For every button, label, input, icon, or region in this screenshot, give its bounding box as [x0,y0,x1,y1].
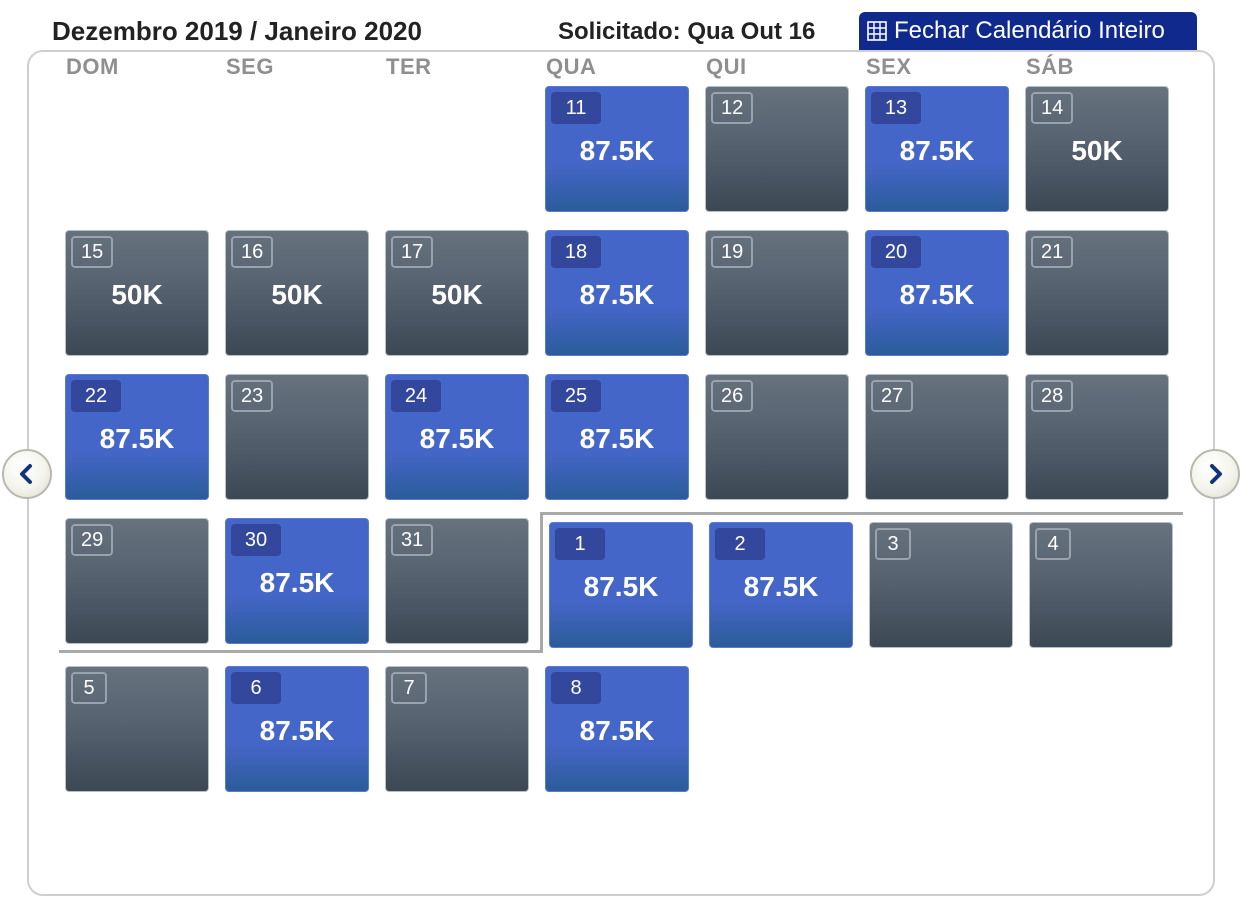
day-number: 8 [551,672,601,704]
calendar-day-cell[interactable]: 12 [705,86,849,212]
calendar-day-cell[interactable]: 23 [225,374,369,500]
close-full-calendar-label: Fechar Calendário Inteiro [894,17,1165,44]
calendar-day-cell[interactable]: 24 87.5K [385,374,529,500]
calendar-day-cell[interactable]: 22 87.5K [65,374,209,500]
grid-icon [867,21,887,41]
day-number: 12 [711,92,754,124]
calendar-day-cell[interactable]: 19 [705,230,849,356]
calendar-header-title: Dezembro 2019 / Janeiro 2020 [52,16,422,46]
calendar-day-cell[interactable]: 27 [865,374,1009,500]
day-price: 50K [1071,135,1123,166]
calendar-day-cell[interactable]: 13 87.5K [865,86,1009,212]
day-number: 1 [555,528,605,560]
calendar-day-cell[interactable]: 7 [385,666,529,792]
day-number: 19 [711,236,754,268]
day-number: 7 [391,672,427,704]
weekday-fri: SEX [866,54,912,79]
day-number: 16 [231,236,274,268]
month-divider-line [540,512,543,653]
calendar-day-cell[interactable]: 25 87.5K [545,374,689,500]
calendar-day-cell[interactable]: 6 87.5K [225,666,369,792]
calendar-day-cell[interactable]: 3 [869,522,1013,648]
day-price: 50K [111,279,163,310]
close-full-calendar-button[interactable]: Fechar Calendário Inteiro [859,12,1197,50]
day-price: 87.5K [259,715,335,746]
calendar-day-cell[interactable]: 17 50K [385,230,529,356]
calendar-day-cell[interactable]: 29 [65,518,209,644]
chevron-right-icon [1210,464,1222,484]
day-price: 87.5K [899,279,975,310]
calendar-day-cell[interactable]: 16 50K [225,230,369,356]
weekday-wed: QUA [546,54,597,79]
day-number: 18 [551,236,601,268]
day-number: 29 [71,524,114,556]
calendar-day-cell[interactable]: 15 50K [65,230,209,356]
weekday-thu: QUI [706,54,747,79]
weekday-mon: SEG [226,54,274,79]
calendar-day-cell[interactable]: 1 87.5K [549,522,693,648]
day-number: 15 [71,236,114,268]
day-price: 87.5K [899,135,975,166]
weekday-sat: SÁB [1026,54,1074,79]
calendar-day-cell[interactable]: 31 [385,518,529,644]
day-price: 87.5K [99,423,175,454]
day-price: 87.5K [579,715,655,746]
month-divider-line [59,650,543,653]
day-price: 87.5K [583,571,659,602]
day-number: 14 [1031,92,1074,124]
day-number: 4 [1035,528,1071,560]
day-price: 87.5K [259,567,335,598]
calendar-day-cell[interactable]: 30 87.5K [225,518,369,644]
day-number: 17 [391,236,434,268]
day-number: 25 [551,380,601,412]
calendar-day-cell[interactable]: 21 [1025,230,1169,356]
day-number: 2 [715,528,765,560]
day-number: 28 [1031,380,1074,412]
day-price: 87.5K [579,135,655,166]
day-number: 24 [391,380,441,412]
day-number: 27 [871,380,914,412]
day-number: 23 [231,380,274,412]
day-number: 13 [871,92,921,124]
day-number: 21 [1031,236,1074,268]
day-number: 20 [871,236,921,268]
calendar-day-cell[interactable]: 4 [1029,522,1173,648]
day-number: 5 [71,672,107,704]
day-price: 50K [271,279,323,310]
calendar-day-cell[interactable]: 20 87.5K [865,230,1009,356]
day-price: 50K [431,279,483,310]
day-number: 31 [391,524,434,556]
calendar-day-cell[interactable]: 18 87.5K [545,230,689,356]
day-number: 11 [551,92,601,124]
weekday-tue: TER [386,54,432,79]
day-number: 30 [231,524,281,556]
day-price: 87.5K [579,279,655,310]
previous-month-button[interactable] [2,449,52,499]
weekday-sun: DOM [66,54,119,79]
day-number: 3 [875,528,911,560]
calendar-day-cell[interactable]: 5 [65,666,209,792]
calendar-day-cell[interactable]: 28 [1025,374,1169,500]
calendar-day-cell[interactable]: 8 87.5K [545,666,689,792]
day-price: 87.5K [419,423,495,454]
calendar-day-cell[interactable]: 14 50K [1025,86,1169,212]
calendar-day-cell[interactable]: 26 [705,374,849,500]
day-number: 6 [231,672,281,704]
calendar-day-cell[interactable]: 2 87.5K [709,522,853,648]
day-number: 26 [711,380,754,412]
calendar-day-cell[interactable]: 11 87.5K [545,86,689,212]
day-price: 87.5K [743,571,819,602]
day-number: 22 [71,380,121,412]
next-month-button[interactable] [1190,449,1240,499]
chevron-left-icon [20,464,32,484]
day-price: 87.5K [579,423,655,454]
month-divider-line [540,512,1183,515]
requested-date-label: Solicitado: Qua Out 16 [558,18,816,45]
